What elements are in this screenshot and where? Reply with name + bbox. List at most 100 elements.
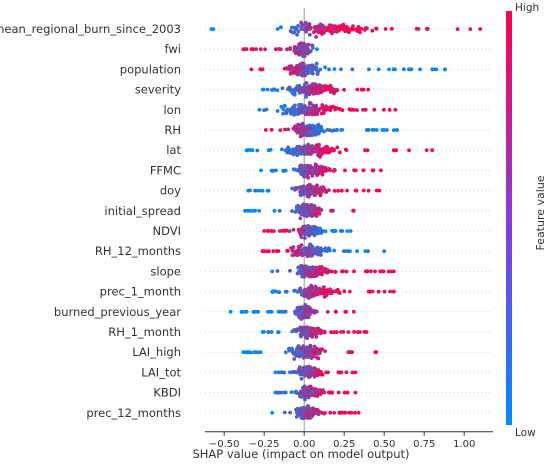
beeswarm-row — [249, 61, 447, 78]
feature-label: initial_spread — [104, 204, 181, 218]
shap-point — [303, 269, 308, 273]
shap-point — [291, 91, 295, 96]
shap-point — [329, 330, 333, 335]
beeswarm-row — [270, 283, 396, 300]
shap-point — [294, 350, 299, 355]
shap-point — [317, 288, 321, 292]
shap-point — [309, 249, 314, 254]
shap-point — [292, 357, 297, 361]
shap-point — [308, 152, 313, 156]
shap-point — [372, 127, 377, 132]
shap-point — [260, 188, 265, 193]
shap-point — [265, 87, 270, 92]
shap-point — [407, 67, 412, 72]
shap-point — [302, 87, 307, 92]
shap-point — [302, 384, 307, 389]
shap-point — [307, 391, 312, 396]
shap-point — [302, 249, 307, 254]
shap-point — [296, 29, 301, 34]
shap-point — [379, 168, 383, 173]
shap-point — [314, 103, 318, 108]
shap-point — [379, 269, 383, 274]
shap-point — [373, 269, 377, 274]
shap-point — [319, 166, 324, 171]
shap-point — [383, 27, 388, 31]
shap-point — [298, 163, 303, 168]
shap-point — [455, 27, 460, 31]
shap-point — [309, 369, 314, 374]
shap-point — [309, 90, 314, 95]
shap-point — [319, 372, 324, 377]
shap-point — [369, 269, 373, 274]
shap-point — [311, 169, 315, 174]
shap-point — [318, 22, 323, 27]
shap-point — [262, 108, 266, 112]
shap-point — [313, 284, 318, 289]
x-tick-label: 1.00 — [453, 439, 475, 450]
shap-point — [304, 95, 308, 99]
shap-point — [300, 269, 304, 273]
shap-point — [297, 252, 302, 256]
shap-point — [301, 48, 306, 52]
shap-point — [303, 236, 307, 240]
shap-point — [361, 188, 366, 193]
shap-point — [308, 308, 313, 313]
shap-point — [297, 42, 302, 47]
shap-point — [313, 188, 318, 193]
shap-point — [343, 309, 348, 314]
shap-point — [364, 26, 368, 30]
shap-point — [298, 233, 303, 237]
beeswarm-row — [209, 20, 483, 39]
shap-point — [424, 27, 429, 31]
shap-point — [275, 88, 280, 93]
shap-point — [328, 410, 333, 415]
beeswarm-row — [244, 142, 435, 159]
feature-label: prec_1_month — [100, 285, 181, 299]
feature-label: RH_1_month — [108, 325, 181, 339]
shap-point — [310, 252, 315, 257]
shap-point — [310, 268, 315, 273]
shap-point — [372, 107, 377, 112]
shap-point — [332, 248, 337, 253]
shap-point — [424, 148, 429, 153]
shap-point — [352, 168, 356, 173]
feature-label: lat — [166, 143, 181, 157]
shap-point — [389, 269, 393, 274]
shap-point — [297, 246, 301, 251]
shap-point — [342, 289, 347, 294]
shap-point — [341, 269, 345, 274]
shap-point — [276, 330, 280, 335]
shap-point — [302, 82, 307, 87]
x-tick-label: −0.25 — [249, 439, 280, 450]
shap-point — [270, 269, 275, 274]
shap-point — [339, 188, 344, 193]
shap-point — [345, 229, 350, 234]
shap-point — [316, 165, 321, 170]
shap-point — [311, 129, 316, 134]
shap-point — [305, 85, 310, 90]
shap-point — [296, 407, 301, 412]
shap-point — [311, 389, 315, 394]
shap-point — [314, 24, 319, 29]
shap-point — [276, 249, 281, 254]
shap-point — [363, 269, 368, 274]
shap-point — [340, 127, 345, 132]
shap-point — [308, 108, 313, 112]
shap-point — [311, 292, 315, 297]
shap-point — [254, 47, 258, 51]
shap-point — [290, 67, 294, 72]
shap-point — [336, 390, 341, 395]
shap-point — [287, 86, 291, 91]
shap-point — [311, 407, 316, 412]
shap-point — [280, 86, 285, 91]
shap-point — [299, 26, 304, 31]
shap-point — [278, 229, 282, 233]
shap-point — [325, 28, 330, 32]
shap-point — [391, 269, 396, 274]
shap-point — [320, 172, 325, 177]
shap-point — [322, 108, 326, 113]
shap-point — [374, 26, 378, 31]
shap-point — [296, 88, 301, 92]
shap-point — [303, 165, 308, 170]
shap-point — [321, 390, 326, 394]
